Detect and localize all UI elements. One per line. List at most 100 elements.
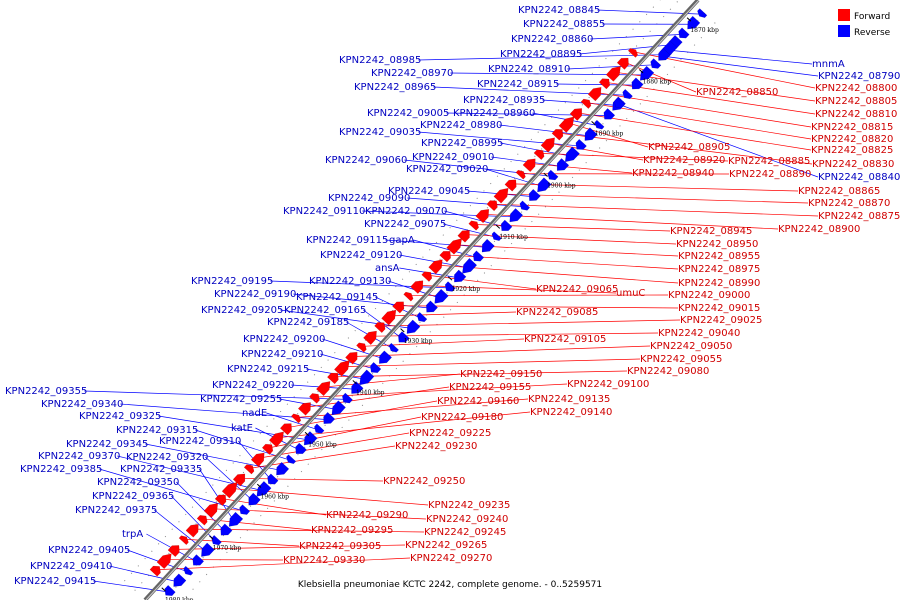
scale-tick-label: 1970 kbp: [213, 545, 242, 552]
gene-label-kpn2242-09000: KPN2242_09000: [668, 290, 750, 301]
gene-feature-kpn2242-09065: [421, 271, 433, 282]
gene-label-kpn2242-09250: KPN2242_09250: [383, 476, 465, 487]
gene-feature-kpn2242-09085: [381, 309, 397, 326]
connector-kpn2242-09290: [222, 498, 327, 516]
scale-tick-label: 1930 kbp: [404, 338, 433, 345]
gene-label-kpn2242-09185: KPN2242_09185: [267, 317, 349, 328]
gene-label-kate: katE: [231, 423, 253, 434]
gene-feature-kpn2242-08910: [650, 58, 662, 69]
scale-tick-mark: [161, 587, 166, 592]
gene-feature-kpn2242-08965: [622, 88, 633, 100]
gene-feature-kpn2242-08950: [457, 229, 470, 243]
legend: Forward Reverse: [838, 9, 891, 38]
connector-kpn2242-09040: [371, 332, 659, 337]
gene-feature-kpn2242-09295: [196, 515, 208, 526]
gene-label-kpn2242-08790: KPN2242_08790: [818, 71, 900, 82]
connector-kpn2242-09020: [485, 168, 543, 187]
gene-feature-kpn2242-09250: [232, 473, 246, 487]
gene-feature-kpn2242-09105: [356, 342, 367, 353]
gene-feature-kpn2242-08920: [540, 137, 555, 153]
gene-label-kpn2242-09225: KPN2242_09225: [409, 428, 491, 439]
connector-kpn2242-09180: [268, 416, 422, 449]
gene-feature-kpn2242-09220: [351, 381, 364, 394]
gene-label-kpn2242-08885: KPN2242_08885: [728, 156, 810, 167]
gene-label-kpn2242-09210: KPN2242_09210: [241, 349, 323, 360]
gene-feature-gapa: [472, 250, 485, 262]
connector-kpn2242-09295: [203, 518, 312, 531]
gene-feature-kpn2242-09020: [537, 177, 552, 193]
connector-kpn2242-09265: [175, 544, 406, 550]
gene-feature-kpn2242-08790: [658, 47, 671, 61]
connector-kpn2242-09055: [343, 358, 641, 367]
gene-feature-kpn2242-08875: [486, 200, 498, 212]
gene-label-kpn2242-09405: KPN2242_09405: [48, 545, 130, 556]
gene-label-kpn2242-09270: KPN2242_09270: [410, 553, 492, 564]
connector-kpn2242-09230: [250, 445, 396, 469]
gene-label-kpn2242-08815: KPN2242_08815: [811, 122, 893, 133]
gene-feature-kpn2242-09025: [374, 322, 386, 334]
gene-feature-kpn2242-09165: [398, 331, 410, 343]
gene-label-kpn2242-09085: KPN2242_09085: [516, 307, 598, 318]
connector-kpn2242-08870: [502, 193, 809, 204]
gene-label-kpn2242-09385: KPN2242_09385: [20, 464, 102, 475]
gene-feature-kate: [295, 442, 307, 455]
legend-reverse-swatch: [838, 25, 850, 37]
gene-label-kpn2242-09205: KPN2242_09205: [201, 305, 283, 316]
gene-feature-kpn2242-09330: [156, 553, 172, 570]
gene-feature-kpn2242-09310: [267, 473, 279, 485]
gene-label-kpn2242-09105: KPN2242_09105: [524, 334, 606, 345]
gene-feature-kpn2242-08890: [515, 169, 526, 180]
gene-feature-kpn2242-09180: [261, 443, 274, 455]
gene-label-kpn2242-08935: KPN2242_08935: [463, 95, 545, 106]
gene-feature-kpn2242-09110: [509, 208, 524, 223]
gene-feature-kpn2242-09235: [221, 481, 238, 499]
gene-label-kpn2242-09015: KPN2242_09015: [678, 303, 760, 314]
legend-forward-label: Forward: [854, 12, 890, 22]
gene-label-kpn2242-09005: KPN2242_09005: [367, 108, 449, 119]
gene-label-kpn2242-09355: KPN2242_09355: [5, 386, 87, 397]
connector-kpn2242-09090: [407, 197, 524, 208]
connector-kpn2242-08840: [618, 103, 819, 178]
scale-tick-mark: [352, 380, 357, 385]
scale-tick-label: 1950 kbp: [308, 441, 337, 448]
gene-label-umuc: umuC: [616, 288, 645, 299]
gene-label-kpn2242-08980: KPN2242_08980: [420, 120, 502, 131]
gene-feature-kpn2242-08830: [551, 129, 564, 141]
gene-label-kpn2242-09090: KPN2242_09090: [328, 193, 410, 204]
gene-feature-kpn2242-09290: [214, 494, 227, 507]
gene-feature-kpn2242-08940: [522, 158, 536, 173]
gene-label-mnma: mnmA: [812, 59, 845, 70]
gene-feature-kpn2242-08870: [493, 187, 509, 204]
connector-kpn2242-09105: [362, 338, 525, 347]
connector-kpn2242-09025: [381, 319, 681, 327]
gene-label-kpn2242-09325: KPN2242_09325: [79, 411, 161, 422]
gene-feature-kpn2242-09070: [500, 219, 513, 232]
connector-kpn2242-09140: [278, 411, 531, 439]
connector-kpn2242-08830: [558, 132, 813, 165]
gene-label-kpn2242-09365: KPN2242_09365: [92, 491, 174, 502]
connector-kpn2242-09160: [287, 400, 438, 428]
gene-feature-kpn2242-08970: [639, 65, 655, 81]
gene-label-kpn2242-09340: KPN2242_09340: [41, 399, 123, 410]
scale-ticks: 1870 kbp 1880 kbp 1890 kbp 1900 kbp 1910 kbp…: [161, 17, 719, 600]
gene-label-kpn2242-09120: KPN2242_09120: [320, 250, 402, 261]
gene-feature-kpn2242-09385: [239, 504, 251, 515]
connector-kpn2242-08910: [567, 64, 655, 70]
gene-labels: KPN2242_08845 KPN2242_08855 KPN2242_08860 K…: [5, 5, 900, 587]
gene-feature-kpn2242-08820: [580, 98, 592, 109]
gene-feature-kpn2242-09215: [359, 369, 375, 386]
connector-kpn2242-09100: [315, 383, 568, 398]
gene-label-kpn2242-09345: KPN2242_09345: [66, 439, 148, 450]
gene-feature-kpn2242-09350: [220, 523, 233, 536]
gene-label-kpn2242-09180: KPN2242_09180: [421, 412, 503, 423]
gene-feature-kpn2242-09335: [228, 511, 244, 527]
gene-label-gapa: gapA: [389, 235, 415, 246]
gene-label-kpn2242-08810: KPN2242_08810: [815, 109, 897, 120]
gene-feature-kpn2242-09100: [308, 393, 320, 404]
gene-label-kpn2242-09055: KPN2242_09055: [640, 354, 722, 365]
gene-label-kpn2242-09020: KPN2242_09020: [406, 164, 488, 175]
gene-label-kpn2242-08865: KPN2242_08865: [798, 186, 880, 197]
gene-label-kpn2242-09370: KPN2242_09370: [38, 451, 120, 462]
gene-feature-kpn2242-08800: [627, 48, 639, 58]
